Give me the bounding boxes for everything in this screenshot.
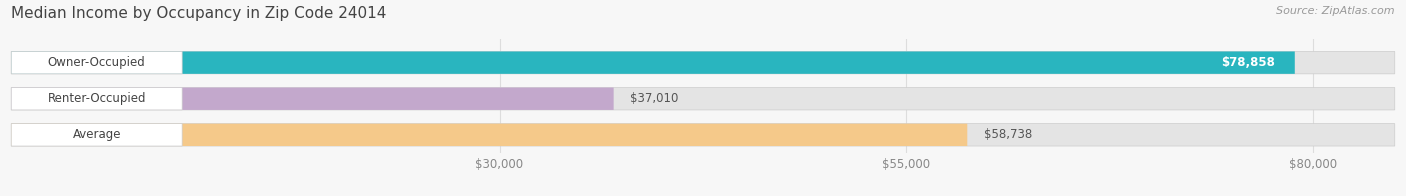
Text: $37,010: $37,010: [630, 92, 678, 105]
Text: $58,738: $58,738: [984, 128, 1032, 141]
FancyBboxPatch shape: [11, 88, 183, 110]
Text: Average: Average: [73, 128, 121, 141]
Text: Source: ZipAtlas.com: Source: ZipAtlas.com: [1277, 6, 1395, 16]
FancyBboxPatch shape: [11, 88, 613, 110]
FancyBboxPatch shape: [11, 124, 967, 146]
FancyBboxPatch shape: [11, 52, 183, 74]
Text: $78,858: $78,858: [1222, 56, 1275, 69]
Text: Owner-Occupied: Owner-Occupied: [48, 56, 146, 69]
Text: Renter-Occupied: Renter-Occupied: [48, 92, 146, 105]
FancyBboxPatch shape: [11, 88, 1395, 110]
FancyBboxPatch shape: [11, 124, 183, 146]
FancyBboxPatch shape: [11, 52, 1295, 74]
FancyBboxPatch shape: [11, 52, 1395, 74]
Text: Median Income by Occupancy in Zip Code 24014: Median Income by Occupancy in Zip Code 2…: [11, 6, 387, 21]
FancyBboxPatch shape: [11, 124, 1395, 146]
